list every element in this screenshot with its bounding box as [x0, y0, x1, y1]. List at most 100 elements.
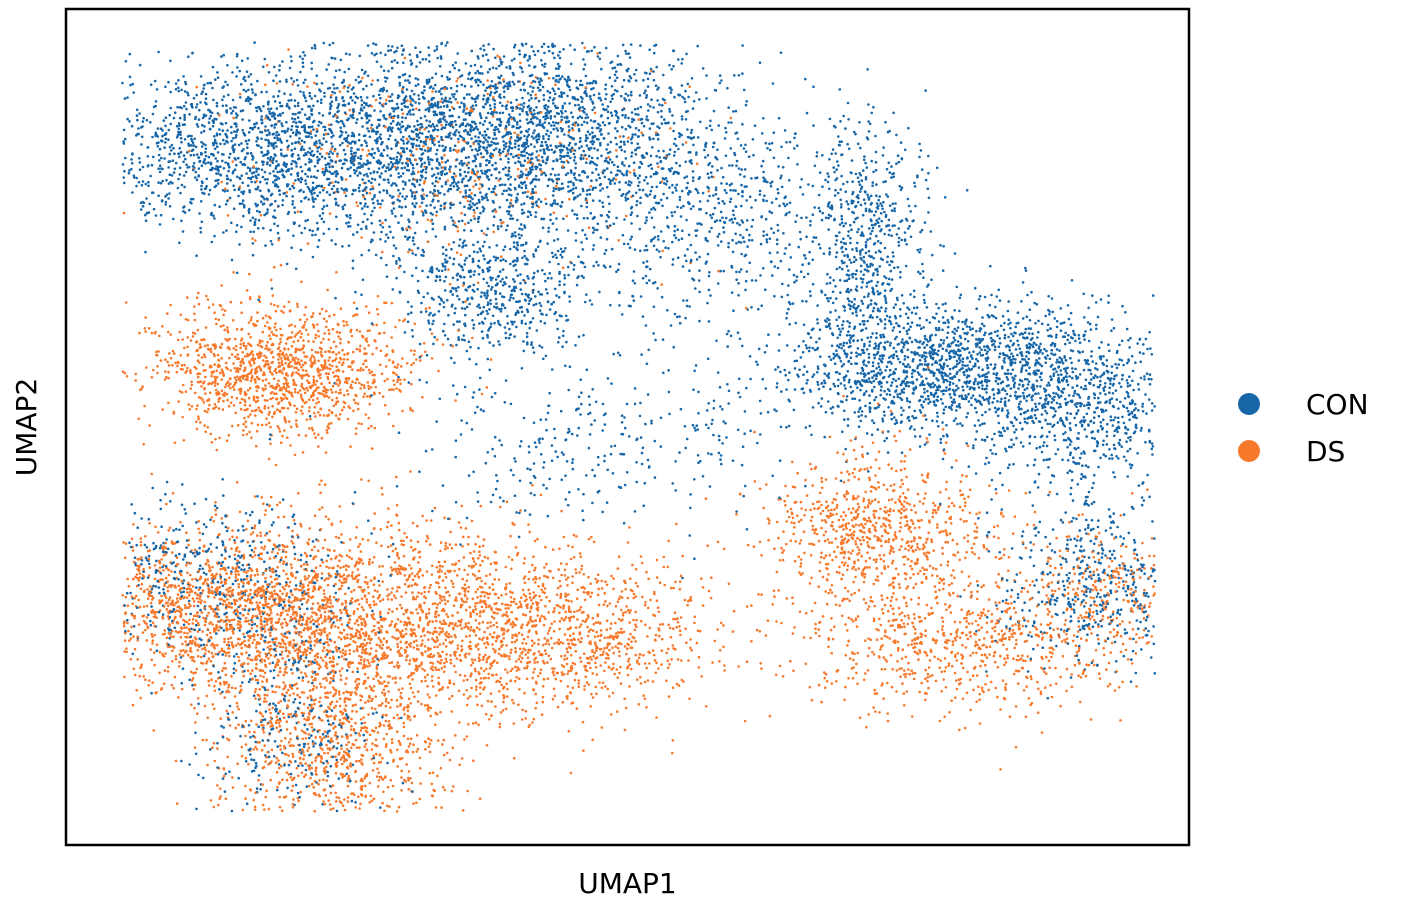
scatter-point-con [256, 787, 259, 790]
scatter-point-con [902, 302, 905, 305]
scatter-point-ds [202, 550, 205, 553]
scatter-point-con [390, 148, 393, 151]
scatter-point-con [397, 189, 400, 192]
scatter-point-con [1066, 446, 1069, 449]
scatter-point-con [840, 360, 843, 363]
scatter-point-con [571, 147, 574, 150]
scatter-point-con [525, 43, 528, 46]
scatter-point-ds [850, 511, 853, 514]
scatter-point-con [1093, 474, 1096, 477]
scatter-point-con [425, 381, 428, 384]
scatter-point-con [547, 405, 550, 408]
scatter-point-con [880, 389, 883, 392]
scatter-point-ds [321, 506, 324, 509]
scatter-point-con [764, 351, 767, 354]
scatter-point-con [297, 765, 300, 768]
scatter-point-ds [276, 613, 279, 616]
scatter-point-ds [1052, 629, 1055, 632]
scatter-point-con [177, 178, 180, 181]
scatter-point-con [328, 166, 331, 169]
scatter-point-ds [259, 697, 262, 700]
scatter-point-con [404, 198, 407, 201]
scatter-point-con [518, 227, 521, 230]
scatter-point-con [309, 644, 312, 647]
scatter-point-con [1148, 398, 1151, 401]
scatter-point-con [512, 205, 515, 208]
scatter-point-ds [983, 546, 986, 549]
scatter-point-ds [232, 362, 235, 365]
scatter-point-ds [231, 425, 234, 428]
scatter-point-con [140, 517, 143, 520]
scatter-point-con [762, 160, 765, 163]
scatter-point-con [275, 160, 278, 163]
scatter-point-con [525, 184, 528, 187]
scatter-point-con [345, 131, 348, 134]
scatter-point-ds [962, 632, 965, 635]
scatter-point-con [354, 101, 357, 104]
scatter-point-con [736, 160, 739, 163]
scatter-point-ds [593, 623, 596, 626]
scatter-point-con [391, 45, 394, 48]
scatter-point-ds [515, 676, 518, 679]
scatter-point-ds [589, 582, 592, 585]
scatter-point-con [509, 296, 512, 299]
scatter-point-ds [909, 448, 912, 451]
scatter-point-con [158, 592, 161, 595]
scatter-point-ds [386, 345, 389, 348]
scatter-point-con [923, 294, 926, 297]
scatter-point-ds [375, 347, 378, 350]
scatter-point-con [427, 319, 430, 322]
scatter-point-ds [381, 757, 384, 760]
scatter-point-con [232, 110, 235, 113]
scatter-point-ds [315, 773, 318, 776]
scatter-point-ds [456, 251, 459, 254]
scatter-point-con [892, 357, 895, 360]
scatter-point-con [574, 156, 577, 159]
scatter-point-con [376, 200, 379, 203]
scatter-point-con [1110, 372, 1113, 375]
scatter-point-ds [856, 683, 859, 686]
scatter-point-con [583, 217, 586, 220]
scatter-point-con [552, 168, 555, 171]
scatter-point-con [207, 109, 210, 112]
scatter-point-con [1111, 457, 1114, 460]
scatter-point-ds [311, 611, 314, 614]
scatter-point-con [538, 345, 541, 348]
scatter-point-ds [1011, 636, 1014, 639]
scatter-point-con [402, 136, 405, 139]
scatter-point-ds [925, 692, 928, 695]
scatter-point-ds [882, 612, 885, 615]
scatter-point-ds [185, 564, 188, 567]
scatter-point-ds [979, 722, 982, 725]
scatter-point-con [344, 111, 347, 114]
scatter-point-ds [197, 649, 200, 652]
scatter-point-con [336, 570, 339, 573]
scatter-point-con [828, 319, 831, 322]
scatter-point-con [887, 451, 890, 454]
scatter-point-ds [413, 715, 416, 718]
scatter-point-ds [917, 603, 920, 606]
scatter-point-con [457, 181, 460, 184]
scatter-point-con [869, 265, 872, 268]
scatter-point-con [623, 218, 626, 221]
scatter-point-ds [1033, 543, 1036, 546]
scatter-point-con [444, 289, 447, 292]
scatter-point-con [551, 459, 554, 462]
scatter-point-ds [432, 771, 435, 774]
scatter-point-con [732, 214, 735, 217]
scatter-point-con [655, 84, 658, 87]
scatter-point-con [962, 328, 965, 331]
scatter-point-ds [895, 568, 898, 571]
scatter-point-ds [927, 673, 930, 676]
scatter-point-con [1057, 448, 1060, 451]
scatter-point-ds [890, 654, 893, 657]
scatter-point-con [389, 134, 392, 137]
scatter-point-con [281, 204, 284, 207]
scatter-point-ds [782, 530, 785, 533]
scatter-point-con [953, 398, 956, 401]
scatter-point-ds [230, 675, 233, 678]
scatter-point-con [869, 402, 872, 405]
scatter-point-con [404, 106, 407, 109]
scatter-point-ds [895, 690, 898, 693]
scatter-point-ds [317, 392, 320, 395]
